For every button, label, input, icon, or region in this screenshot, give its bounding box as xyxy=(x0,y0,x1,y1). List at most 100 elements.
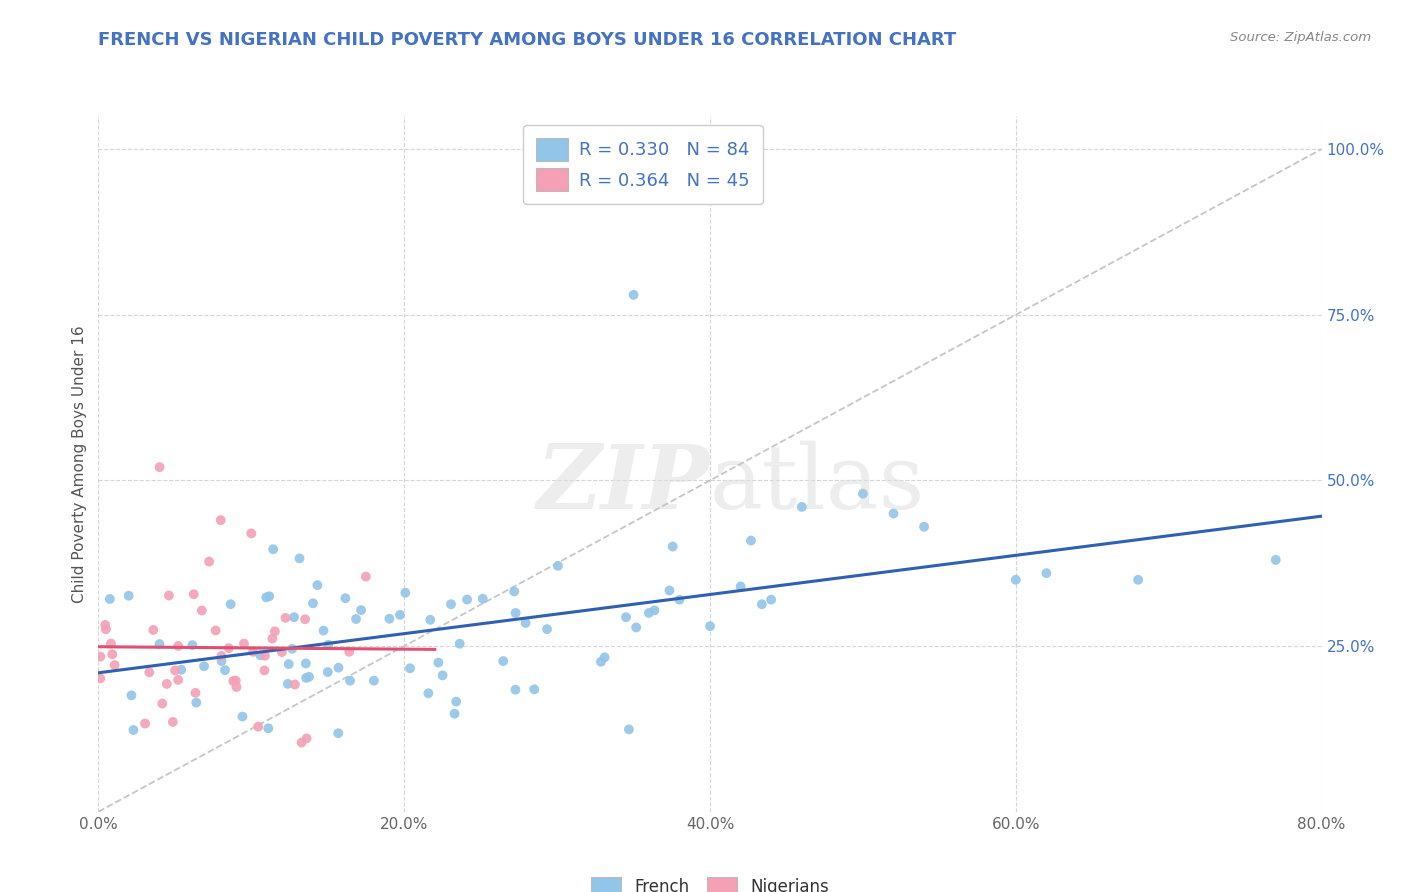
Point xyxy=(225,673,247,688)
Point xyxy=(912,520,935,534)
Point xyxy=(209,513,232,527)
Point xyxy=(419,613,441,627)
Point xyxy=(283,610,305,624)
Point xyxy=(284,677,307,691)
Point xyxy=(505,682,527,697)
Point xyxy=(198,555,221,569)
Point xyxy=(730,579,752,593)
Point xyxy=(335,591,357,606)
Point xyxy=(432,668,454,682)
Point xyxy=(257,721,280,735)
Point xyxy=(456,592,478,607)
Point xyxy=(225,680,247,694)
Point xyxy=(312,624,335,638)
Point xyxy=(388,607,411,622)
Point xyxy=(101,648,124,662)
Point xyxy=(344,612,367,626)
Point xyxy=(658,583,681,598)
Point xyxy=(328,726,350,740)
Point xyxy=(790,500,813,514)
Point xyxy=(295,671,318,685)
Point xyxy=(249,648,271,663)
Point xyxy=(247,720,270,734)
Point xyxy=(277,657,299,671)
Point xyxy=(661,540,683,554)
Point xyxy=(444,695,467,709)
Point xyxy=(162,714,184,729)
Point xyxy=(122,723,145,737)
Point xyxy=(104,658,127,673)
Point xyxy=(270,645,292,659)
Point xyxy=(118,589,141,603)
Point xyxy=(183,587,205,601)
Point xyxy=(211,654,233,668)
Point xyxy=(589,655,612,669)
Point xyxy=(751,597,773,611)
Point xyxy=(274,611,297,625)
Legend: French, Nigerians: French, Nigerians xyxy=(583,869,837,892)
Point xyxy=(339,673,361,688)
Point xyxy=(536,622,558,636)
Point xyxy=(302,596,325,610)
Point xyxy=(98,592,121,607)
Point xyxy=(165,664,187,678)
Point xyxy=(316,638,339,652)
Text: atlas: atlas xyxy=(710,441,925,528)
Point xyxy=(277,677,299,691)
Point xyxy=(191,603,214,617)
Point xyxy=(167,639,190,653)
Point xyxy=(211,648,233,663)
Point xyxy=(316,665,339,679)
Point xyxy=(883,507,905,521)
Point xyxy=(307,578,329,592)
Point xyxy=(354,569,377,583)
Point xyxy=(547,558,569,573)
Point xyxy=(94,622,117,636)
Point xyxy=(204,624,226,638)
Point xyxy=(150,697,173,711)
Point xyxy=(298,670,321,684)
Point xyxy=(328,661,350,675)
Point xyxy=(170,663,193,677)
Point xyxy=(363,673,385,688)
Point xyxy=(281,641,304,656)
Point xyxy=(394,586,416,600)
Point xyxy=(89,672,111,686)
Point xyxy=(443,706,465,721)
Point xyxy=(515,615,537,630)
Point xyxy=(1035,566,1057,581)
Point xyxy=(740,533,762,548)
Point xyxy=(624,620,647,634)
Point xyxy=(643,603,665,617)
Point xyxy=(378,612,401,626)
Point xyxy=(759,592,782,607)
Point xyxy=(142,623,165,637)
Point xyxy=(262,632,284,646)
Point xyxy=(157,589,180,603)
Y-axis label: Child Poverty Among Boys Under 16: Child Poverty Among Boys Under 16 xyxy=(72,325,87,603)
Point xyxy=(100,636,122,650)
Point xyxy=(262,542,284,557)
Point xyxy=(193,659,215,673)
Text: ZIP: ZIP xyxy=(537,442,710,528)
Point xyxy=(440,597,463,611)
Point xyxy=(240,526,263,541)
Point xyxy=(121,689,143,703)
Point xyxy=(254,591,277,605)
Point xyxy=(138,665,160,680)
Point xyxy=(222,673,245,688)
Point xyxy=(167,673,190,687)
Point xyxy=(852,486,875,500)
Point xyxy=(637,606,661,620)
Point xyxy=(295,731,318,746)
Point xyxy=(614,610,637,624)
Point xyxy=(186,696,208,710)
Point xyxy=(231,709,253,723)
Point xyxy=(253,664,276,678)
Point xyxy=(94,618,117,632)
Point xyxy=(288,551,311,566)
Point xyxy=(1004,573,1026,587)
Point xyxy=(505,606,527,620)
Point xyxy=(471,591,494,606)
Point xyxy=(449,637,471,651)
